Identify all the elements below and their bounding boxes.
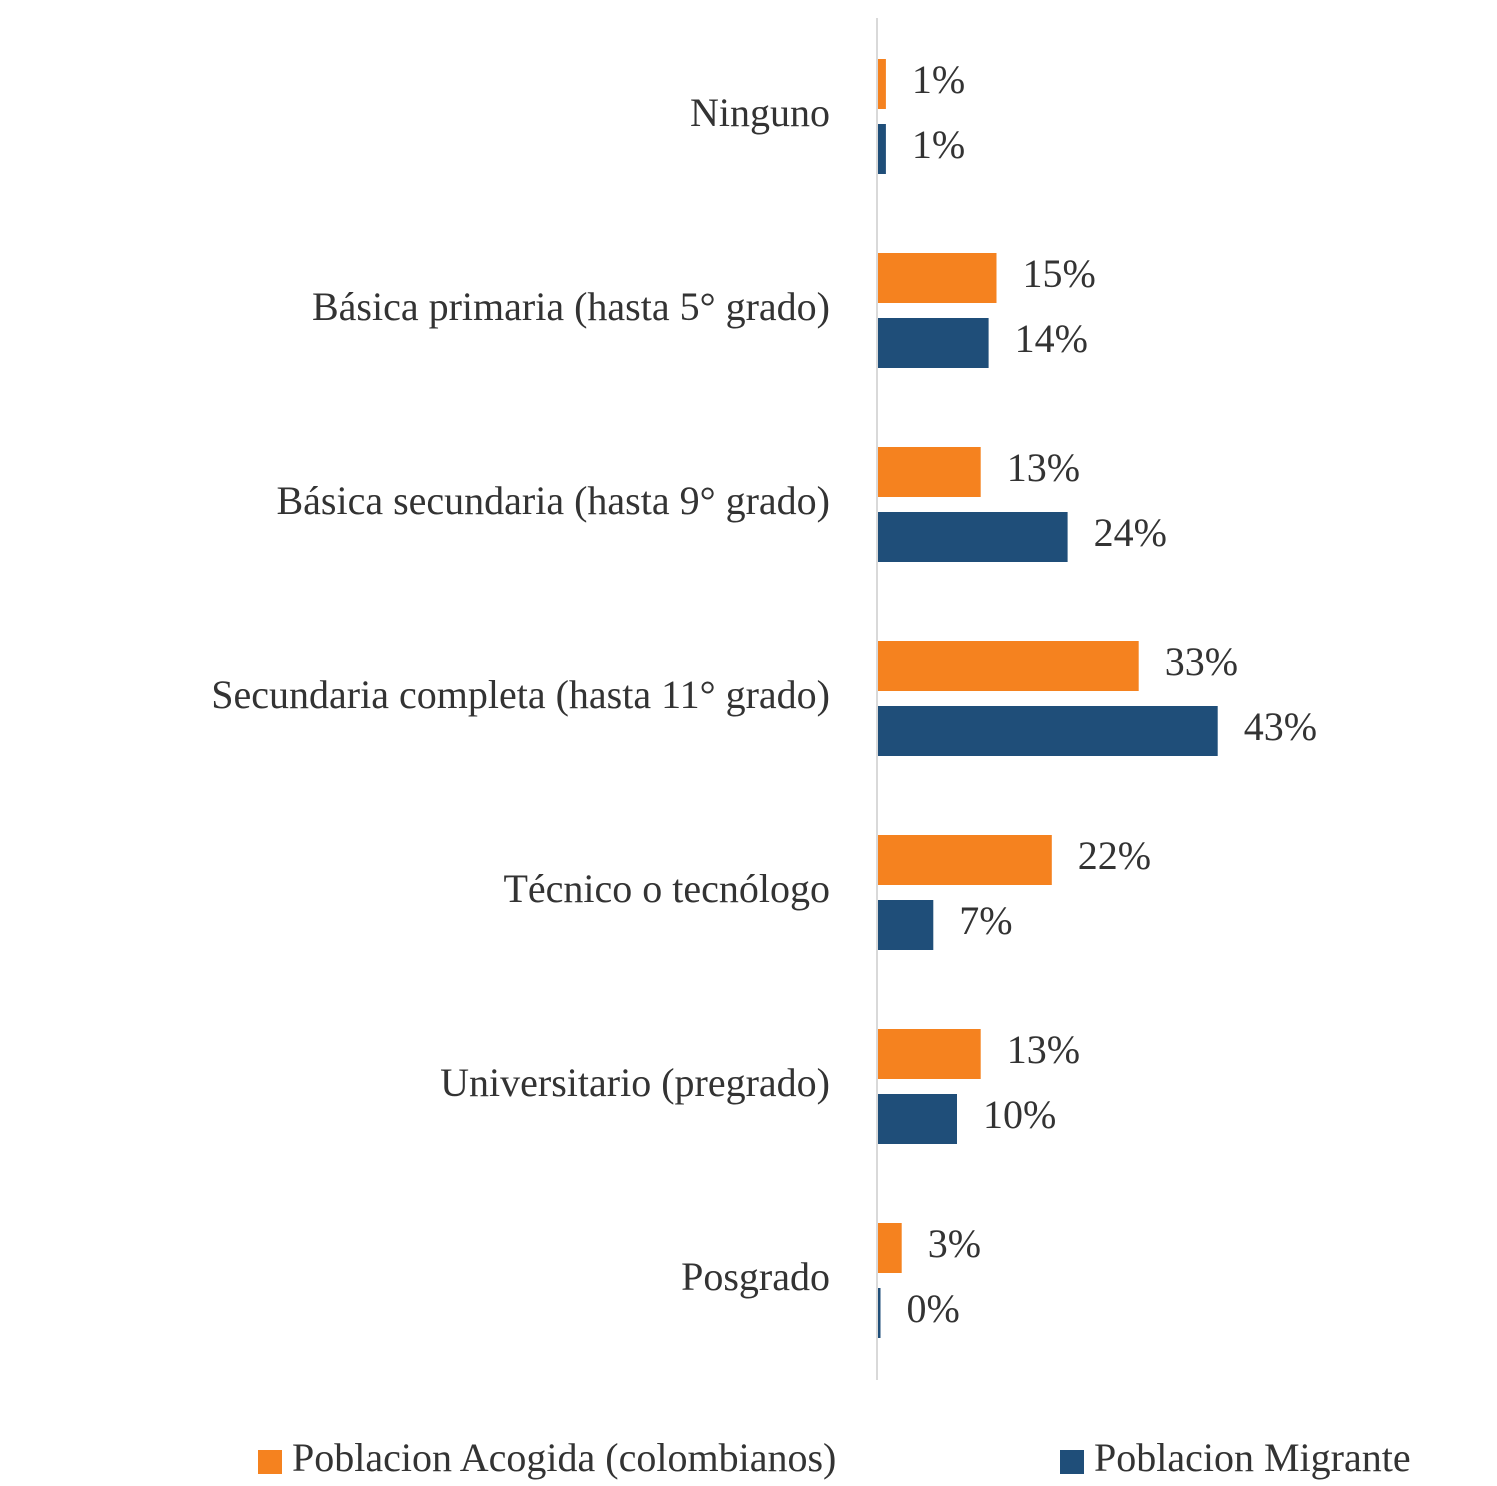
data-label: 7% xyxy=(959,898,1012,943)
bar xyxy=(878,835,1052,885)
data-label: 10% xyxy=(983,1092,1056,1137)
legend-label: Poblacion Acogida (colombianos) xyxy=(292,1435,836,1480)
data-label: 1% xyxy=(912,57,965,102)
data-label: 3% xyxy=(928,1221,981,1266)
category-label: Posgrado xyxy=(681,1254,830,1299)
category-label: Universitario (pregrado) xyxy=(440,1060,830,1105)
bar xyxy=(878,641,1139,691)
bar xyxy=(878,318,989,368)
bar xyxy=(878,1288,881,1338)
category-label: Básica primaria (hasta 5° grado) xyxy=(312,284,830,329)
data-label: 43% xyxy=(1244,704,1317,749)
bar xyxy=(878,59,886,109)
category-label: Ninguno xyxy=(690,90,830,135)
legend-label: Poblacion Migrante xyxy=(1094,1435,1411,1480)
data-label: 33% xyxy=(1165,639,1238,684)
bar xyxy=(878,706,1218,756)
data-label: 14% xyxy=(1015,316,1088,361)
data-label: 22% xyxy=(1078,833,1151,878)
data-label: 1% xyxy=(912,122,965,167)
category-label: Secundaria completa (hasta 11° grado) xyxy=(211,672,830,717)
data-label: 13% xyxy=(1007,445,1080,490)
category-label: Técnico o tecnólogo xyxy=(503,866,830,911)
data-label: 13% xyxy=(1007,1027,1080,1072)
bar xyxy=(878,1094,957,1144)
data-label: 0% xyxy=(907,1286,960,1331)
bar xyxy=(878,124,886,174)
data-label: 24% xyxy=(1094,510,1167,555)
bar xyxy=(878,253,997,303)
category-label: Básica secundaria (hasta 9° grado) xyxy=(276,478,830,523)
bar xyxy=(878,447,981,497)
bar xyxy=(878,900,934,950)
data-label: 15% xyxy=(1023,251,1096,296)
bar xyxy=(878,1223,902,1273)
bar xyxy=(878,512,1068,562)
legend-swatch xyxy=(258,1450,282,1474)
legend-swatch xyxy=(1060,1450,1084,1474)
bar xyxy=(878,1029,981,1079)
